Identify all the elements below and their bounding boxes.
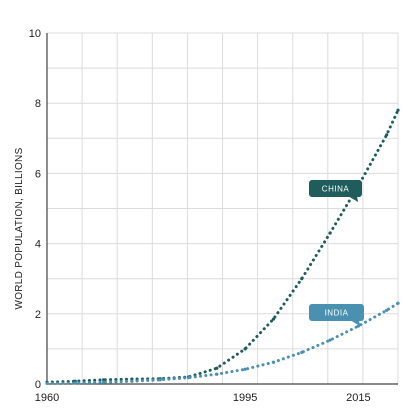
y-tick-label: 0 xyxy=(35,379,41,391)
callout-pointer xyxy=(350,320,360,326)
data-point-india xyxy=(158,378,162,382)
data-point-china xyxy=(300,277,304,281)
callout-box xyxy=(309,180,362,197)
data-point-china xyxy=(396,108,400,112)
data-point-india xyxy=(300,350,304,355)
series-label: INDIA xyxy=(325,309,349,318)
data-point-china xyxy=(215,366,219,370)
data-point-india xyxy=(328,338,332,342)
data-point-india xyxy=(215,372,219,376)
grid xyxy=(47,32,399,384)
callout-china: CHINA xyxy=(309,180,362,202)
y-tick-label: 2 xyxy=(35,309,41,321)
series-line-india xyxy=(45,301,400,385)
x-tick-label: 1995 xyxy=(233,392,257,404)
y-tick-label: 10 xyxy=(29,28,41,40)
callout-india: INDIA xyxy=(309,304,364,326)
data-point-china xyxy=(271,317,276,321)
y-tick-label: 4 xyxy=(35,239,41,251)
data-point-china xyxy=(385,133,389,137)
series-label: CHINA xyxy=(322,185,350,194)
data-point-china xyxy=(328,231,332,235)
callout-box xyxy=(309,304,364,321)
y-tick-label: 6 xyxy=(35,168,41,180)
x-tick-label: 1960 xyxy=(35,392,59,404)
data-point-india xyxy=(396,301,400,305)
axes xyxy=(46,33,398,385)
callouts: CHINA INDIA xyxy=(309,180,364,326)
data-point-india xyxy=(186,376,191,380)
data-point-india xyxy=(130,379,134,383)
x-tick-label: 2015 xyxy=(346,392,370,404)
data-point-china xyxy=(243,347,247,351)
y-tick-label: 8 xyxy=(35,98,41,110)
data-point-india xyxy=(385,308,389,312)
tick-labels: 0 2 4 6 8 10 1960 1995 2015 xyxy=(29,28,371,404)
series xyxy=(45,108,400,385)
data-point-india xyxy=(73,381,77,385)
y-axis-label: WORLD POPULATION, BILLIONS xyxy=(14,147,25,309)
data-point-india xyxy=(45,381,49,385)
data-point-india xyxy=(102,380,106,384)
callout-pointer xyxy=(348,196,358,202)
data-point-india xyxy=(271,360,276,364)
data-point-india xyxy=(243,367,247,371)
data-point-china xyxy=(102,378,106,382)
